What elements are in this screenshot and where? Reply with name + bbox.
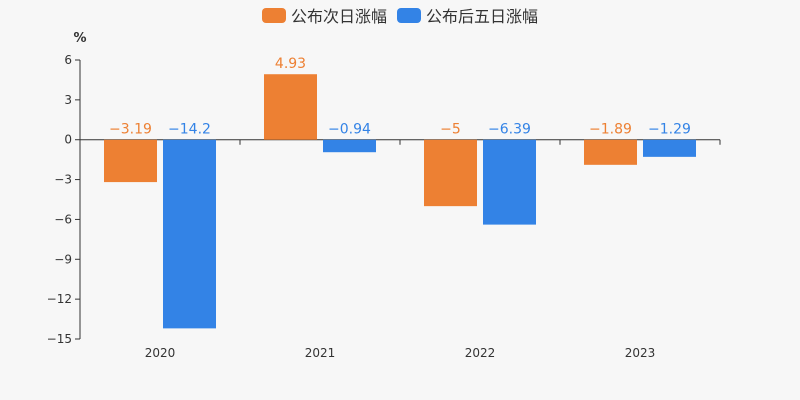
x-tick-label: 2020 <box>145 346 176 360</box>
data-label-series-2: −14.2 <box>168 122 211 138</box>
data-label-series-2: −6.39 <box>488 122 531 138</box>
x-tick-label: 2022 <box>465 346 496 360</box>
x-tick-label: 2021 <box>305 346 336 360</box>
bar-series-2[interactable] <box>323 139 376 153</box>
y-tick-label: 3 <box>64 93 72 107</box>
bar-series-2[interactable] <box>643 139 696 157</box>
y-axis-unit: % <box>73 31 86 46</box>
y-tick-label: −15 <box>47 332 72 346</box>
bar-series-1[interactable] <box>424 139 477 207</box>
y-tick-label: −9 <box>54 252 72 266</box>
data-labels-group: −3.19 −14.2 4.93 −0.94 −5 −6.39 −1.89 −1.29 <box>109 56 691 137</box>
legend-swatch-series-2 <box>397 7 421 23</box>
legend-label-series-1: 公布次日涨幅 <box>290 7 387 26</box>
legend-label-series-2: 公布后五日涨幅 <box>426 7 539 26</box>
bar-series-1[interactable] <box>104 139 157 183</box>
bar-series-1[interactable] <box>584 139 637 165</box>
chart-legend: 公布次日涨幅 公布后五日涨幅 <box>0 3 800 27</box>
bar-series-2[interactable] <box>163 139 216 329</box>
data-label-series-2: −0.94 <box>328 122 371 138</box>
data-label-series-1: 4.93 <box>275 56 306 72</box>
y-axis: 6 3 0 −3 −6 −9 −12 −15 <box>47 53 81 346</box>
y-tick-label: −3 <box>54 173 72 187</box>
data-label-series-1: −1.89 <box>589 122 632 138</box>
y-tick-label: −12 <box>47 292 72 306</box>
legend-item-series-1[interactable]: 公布次日涨幅 <box>261 3 387 27</box>
bar-series-1[interactable] <box>264 74 317 140</box>
data-label-series-2: −1.29 <box>648 122 691 138</box>
legend-swatch-series-1 <box>261 7 286 23</box>
bar-series-2[interactable] <box>483 139 536 225</box>
legend-item-series-2[interactable]: 公布后五日涨幅 <box>397 3 538 27</box>
y-tick-label: 6 <box>64 53 72 67</box>
y-tick-label: −6 <box>54 212 72 226</box>
bars-group <box>104 74 696 329</box>
y-tick-label: 0 <box>64 133 72 147</box>
data-label-series-1: −5 <box>440 122 461 138</box>
x-tick-label: 2023 <box>625 346 656 360</box>
data-label-series-1: −3.19 <box>109 122 152 138</box>
